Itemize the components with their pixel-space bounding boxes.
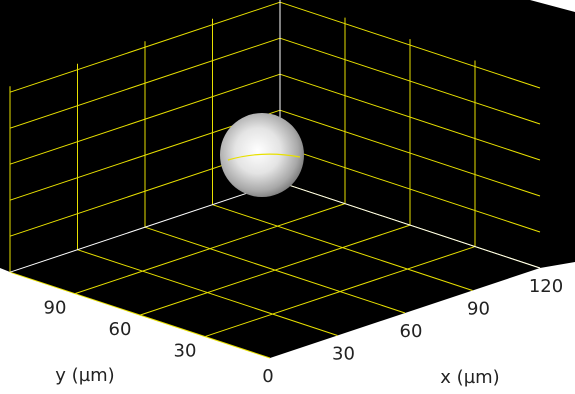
x-axis-label: x (µm) xyxy=(440,367,499,388)
y-tick-label: 60 xyxy=(109,319,132,340)
cell xyxy=(220,113,304,197)
x-tick-label: 0 xyxy=(262,366,273,387)
y-tick-label: 90 xyxy=(44,298,67,319)
volume-render: y (µm) x (µm) 0 30 60 90 120 30 60 90 xyxy=(0,0,575,394)
x-tick-label: 60 xyxy=(400,321,423,342)
y-axis-label: y (µm) xyxy=(55,365,114,386)
x-tick-label: 90 xyxy=(467,299,490,320)
x-tick-label: 30 xyxy=(332,344,355,365)
y-tick-label: 30 xyxy=(174,341,197,362)
x-tick-label: 120 xyxy=(529,276,563,297)
